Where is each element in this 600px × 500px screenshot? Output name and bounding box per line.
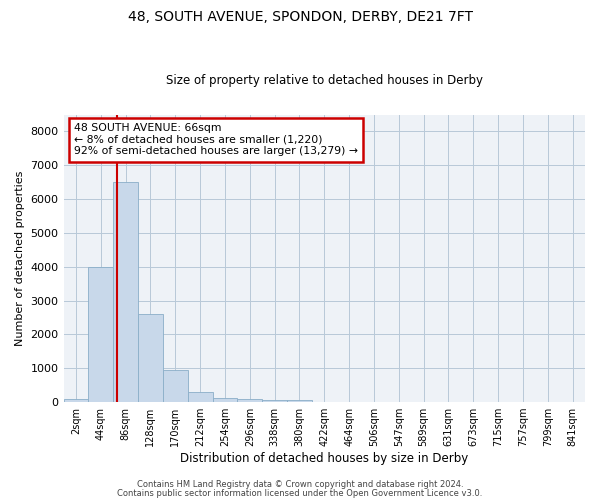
- Title: Size of property relative to detached houses in Derby: Size of property relative to detached ho…: [166, 74, 483, 87]
- Bar: [287, 400, 312, 402]
- Y-axis label: Number of detached properties: Number of detached properties: [15, 170, 25, 346]
- Bar: [64, 400, 88, 402]
- Bar: [138, 314, 163, 402]
- Text: Contains public sector information licensed under the Open Government Licence v3: Contains public sector information licen…: [118, 489, 482, 498]
- Bar: [113, 182, 138, 402]
- Text: 48 SOUTH AVENUE: 66sqm
← 8% of detached houses are smaller (1,220)
92% of semi-d: 48 SOUTH AVENUE: 66sqm ← 8% of detached …: [74, 123, 358, 156]
- Bar: [262, 400, 287, 402]
- Text: Contains HM Land Registry data © Crown copyright and database right 2024.: Contains HM Land Registry data © Crown c…: [137, 480, 463, 489]
- Text: 48, SOUTH AVENUE, SPONDON, DERBY, DE21 7FT: 48, SOUTH AVENUE, SPONDON, DERBY, DE21 7…: [128, 10, 473, 24]
- Bar: [188, 392, 212, 402]
- Bar: [238, 399, 262, 402]
- Bar: [212, 398, 238, 402]
- Bar: [88, 267, 113, 402]
- X-axis label: Distribution of detached houses by size in Derby: Distribution of detached houses by size …: [180, 452, 469, 465]
- Bar: [163, 370, 188, 402]
